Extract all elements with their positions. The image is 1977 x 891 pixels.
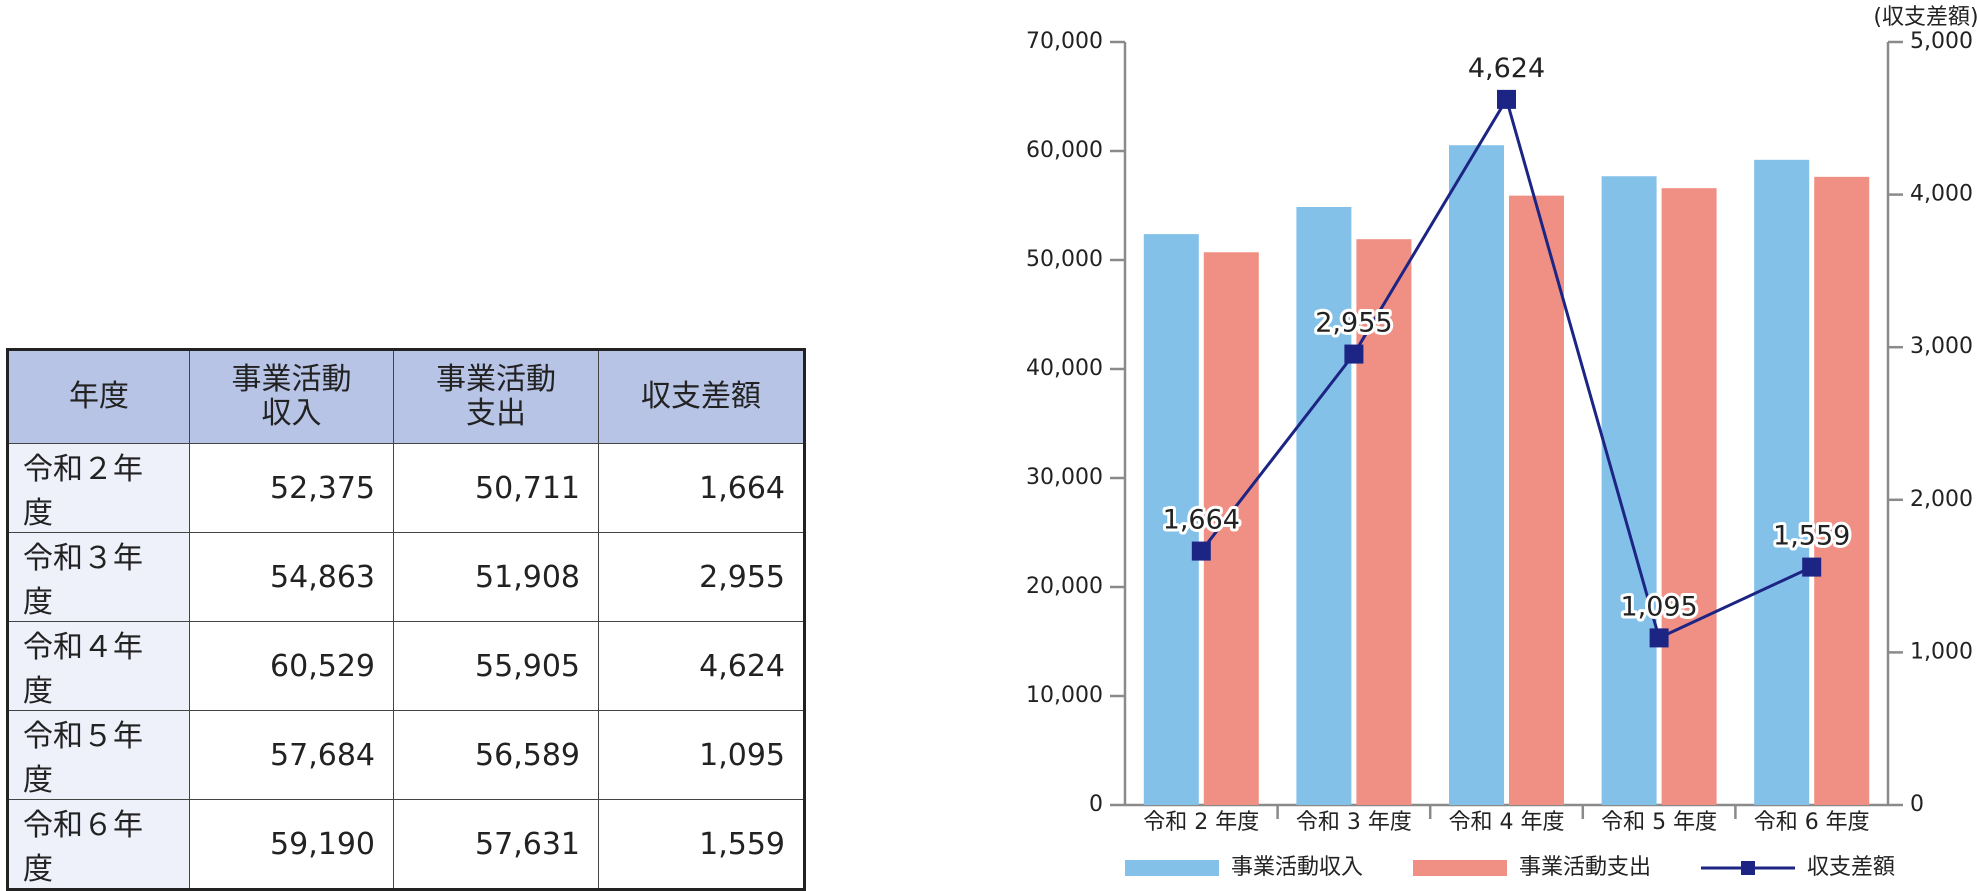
table-body: 令和２年度 52,375 50,711 1,664 令和３年度 54,863 51,908 2… [7,443,805,890]
bar [1754,159,1810,806]
x-tick-label: 令和 3 年度 [1296,810,1412,835]
table-cell: 54,863 [189,532,394,622]
table-row: 令和５年度 57,684 56,589 1,095 [7,710,805,800]
bar [1509,195,1564,805]
y2-tick-label: 0 [1910,792,1924,817]
table-cell: 令和５年度 [7,710,190,800]
y2-tick-label: 4,000 [1910,182,1973,207]
table-row: 令和３年度 54,863 51,908 2,955 [7,532,805,622]
legend-marker [1741,861,1755,875]
data-label: 2,955 [1315,308,1392,339]
bar [1601,176,1657,806]
legend-swatch [1413,860,1507,876]
data-label: 1,095 [1620,591,1697,622]
header-text: 収入 [261,396,322,431]
x-tick-label: 令和 2 年度 [1143,810,1259,835]
table-cell: 令和２年度 [7,443,190,533]
legend-label: 収支差額 [1807,855,1895,880]
table-cell: 1,559 [598,799,805,890]
bar [1814,176,1870,806]
data-label: 1,559 [1773,521,1850,552]
table-cell: 2,955 [598,532,805,622]
table-cell: 1,664 [598,443,805,533]
y2-tick-label: 5,000 [1910,29,1973,54]
y2-tick-label: 1,000 [1910,639,1973,664]
x-tick-label: 令和 5 年度 [1601,810,1717,835]
data-label: 1,664 [1163,505,1240,536]
header-text: 支出 [466,396,526,431]
marker [1649,628,1669,648]
y-tick-label: 60,000 [1026,138,1103,163]
marker [1344,344,1364,364]
table-cell: 55,905 [393,621,599,711]
y-tick-label: 10,000 [1026,683,1103,708]
legend-label: 事業活動収入 [1231,855,1363,880]
bar [1661,188,1717,805]
y-tick-label: 70,000 [1026,29,1103,54]
bar [1449,145,1504,806]
legend-swatch [1125,860,1219,876]
table-cell: 4,624 [598,621,805,711]
marker [1497,89,1516,109]
header-cell: 事業活動 支出 [393,349,599,444]
x-tick-label: 令和 6 年度 [1754,810,1870,835]
marker [1802,557,1822,577]
bar [1143,234,1199,806]
y-tick-label: 40,000 [1026,356,1103,381]
table-cell: 1,095 [598,710,805,800]
table-cell: 57,684 [189,710,394,800]
table-cell: 60,529 [189,621,394,711]
table-cell: 51,908 [393,532,599,622]
y-tick-label: 50,000 [1026,247,1103,272]
bar [1203,252,1259,805]
y-tick-label: 30,000 [1026,465,1103,490]
table-cell: 52,375 [189,443,394,533]
table-cell: 令和６年度 [7,799,190,890]
header-row: 年度 事業活動 収入 事業活動 支出 収支差額 [7,349,805,444]
table-cell: 50,711 [393,443,599,533]
x-tick-label: 令和 4 年度 [1449,810,1565,835]
table-row: 令和４年度 60,529 55,905 4,624 [7,621,805,711]
y2-tick-label: 2,000 [1910,487,1973,512]
header-text: 事業活動 [231,362,352,397]
bar [1296,206,1352,806]
y2-axis-title: (収支差額) [1873,5,1977,30]
header-text: 年度 [69,379,129,414]
y-tick-label: 0 [1089,792,1103,817]
marker [1191,541,1211,561]
y2-tick-label: 3,000 [1910,334,1973,359]
header-text: 事業活動 [436,362,556,397]
table-row: 令和６年度 59,190 57,631 1,559 [7,799,805,890]
header-cell: 収支差額 [598,349,805,444]
table-cell: 56,589 [393,710,599,800]
table-row: 令和２年度 52,375 50,711 1,664 [7,443,805,533]
header-cell: 事業活動 収入 [189,349,394,444]
line [1200,95,1813,641]
table-cell: 令和３年度 [7,532,190,622]
data-label: 4,624 [1468,53,1545,84]
header-text: 収支差額 [641,379,761,414]
legend-label: 事業活動支出 [1519,855,1651,880]
table-cell: 令和４年度 [7,621,190,711]
y-tick-label: 20,000 [1026,574,1103,599]
data-table: 年度 事業活動 収入 事業活動 支出 収支差額 令和２年度 52,375 50,711 1,66… [6,348,806,891]
table-cell: 59,190 [189,799,394,890]
